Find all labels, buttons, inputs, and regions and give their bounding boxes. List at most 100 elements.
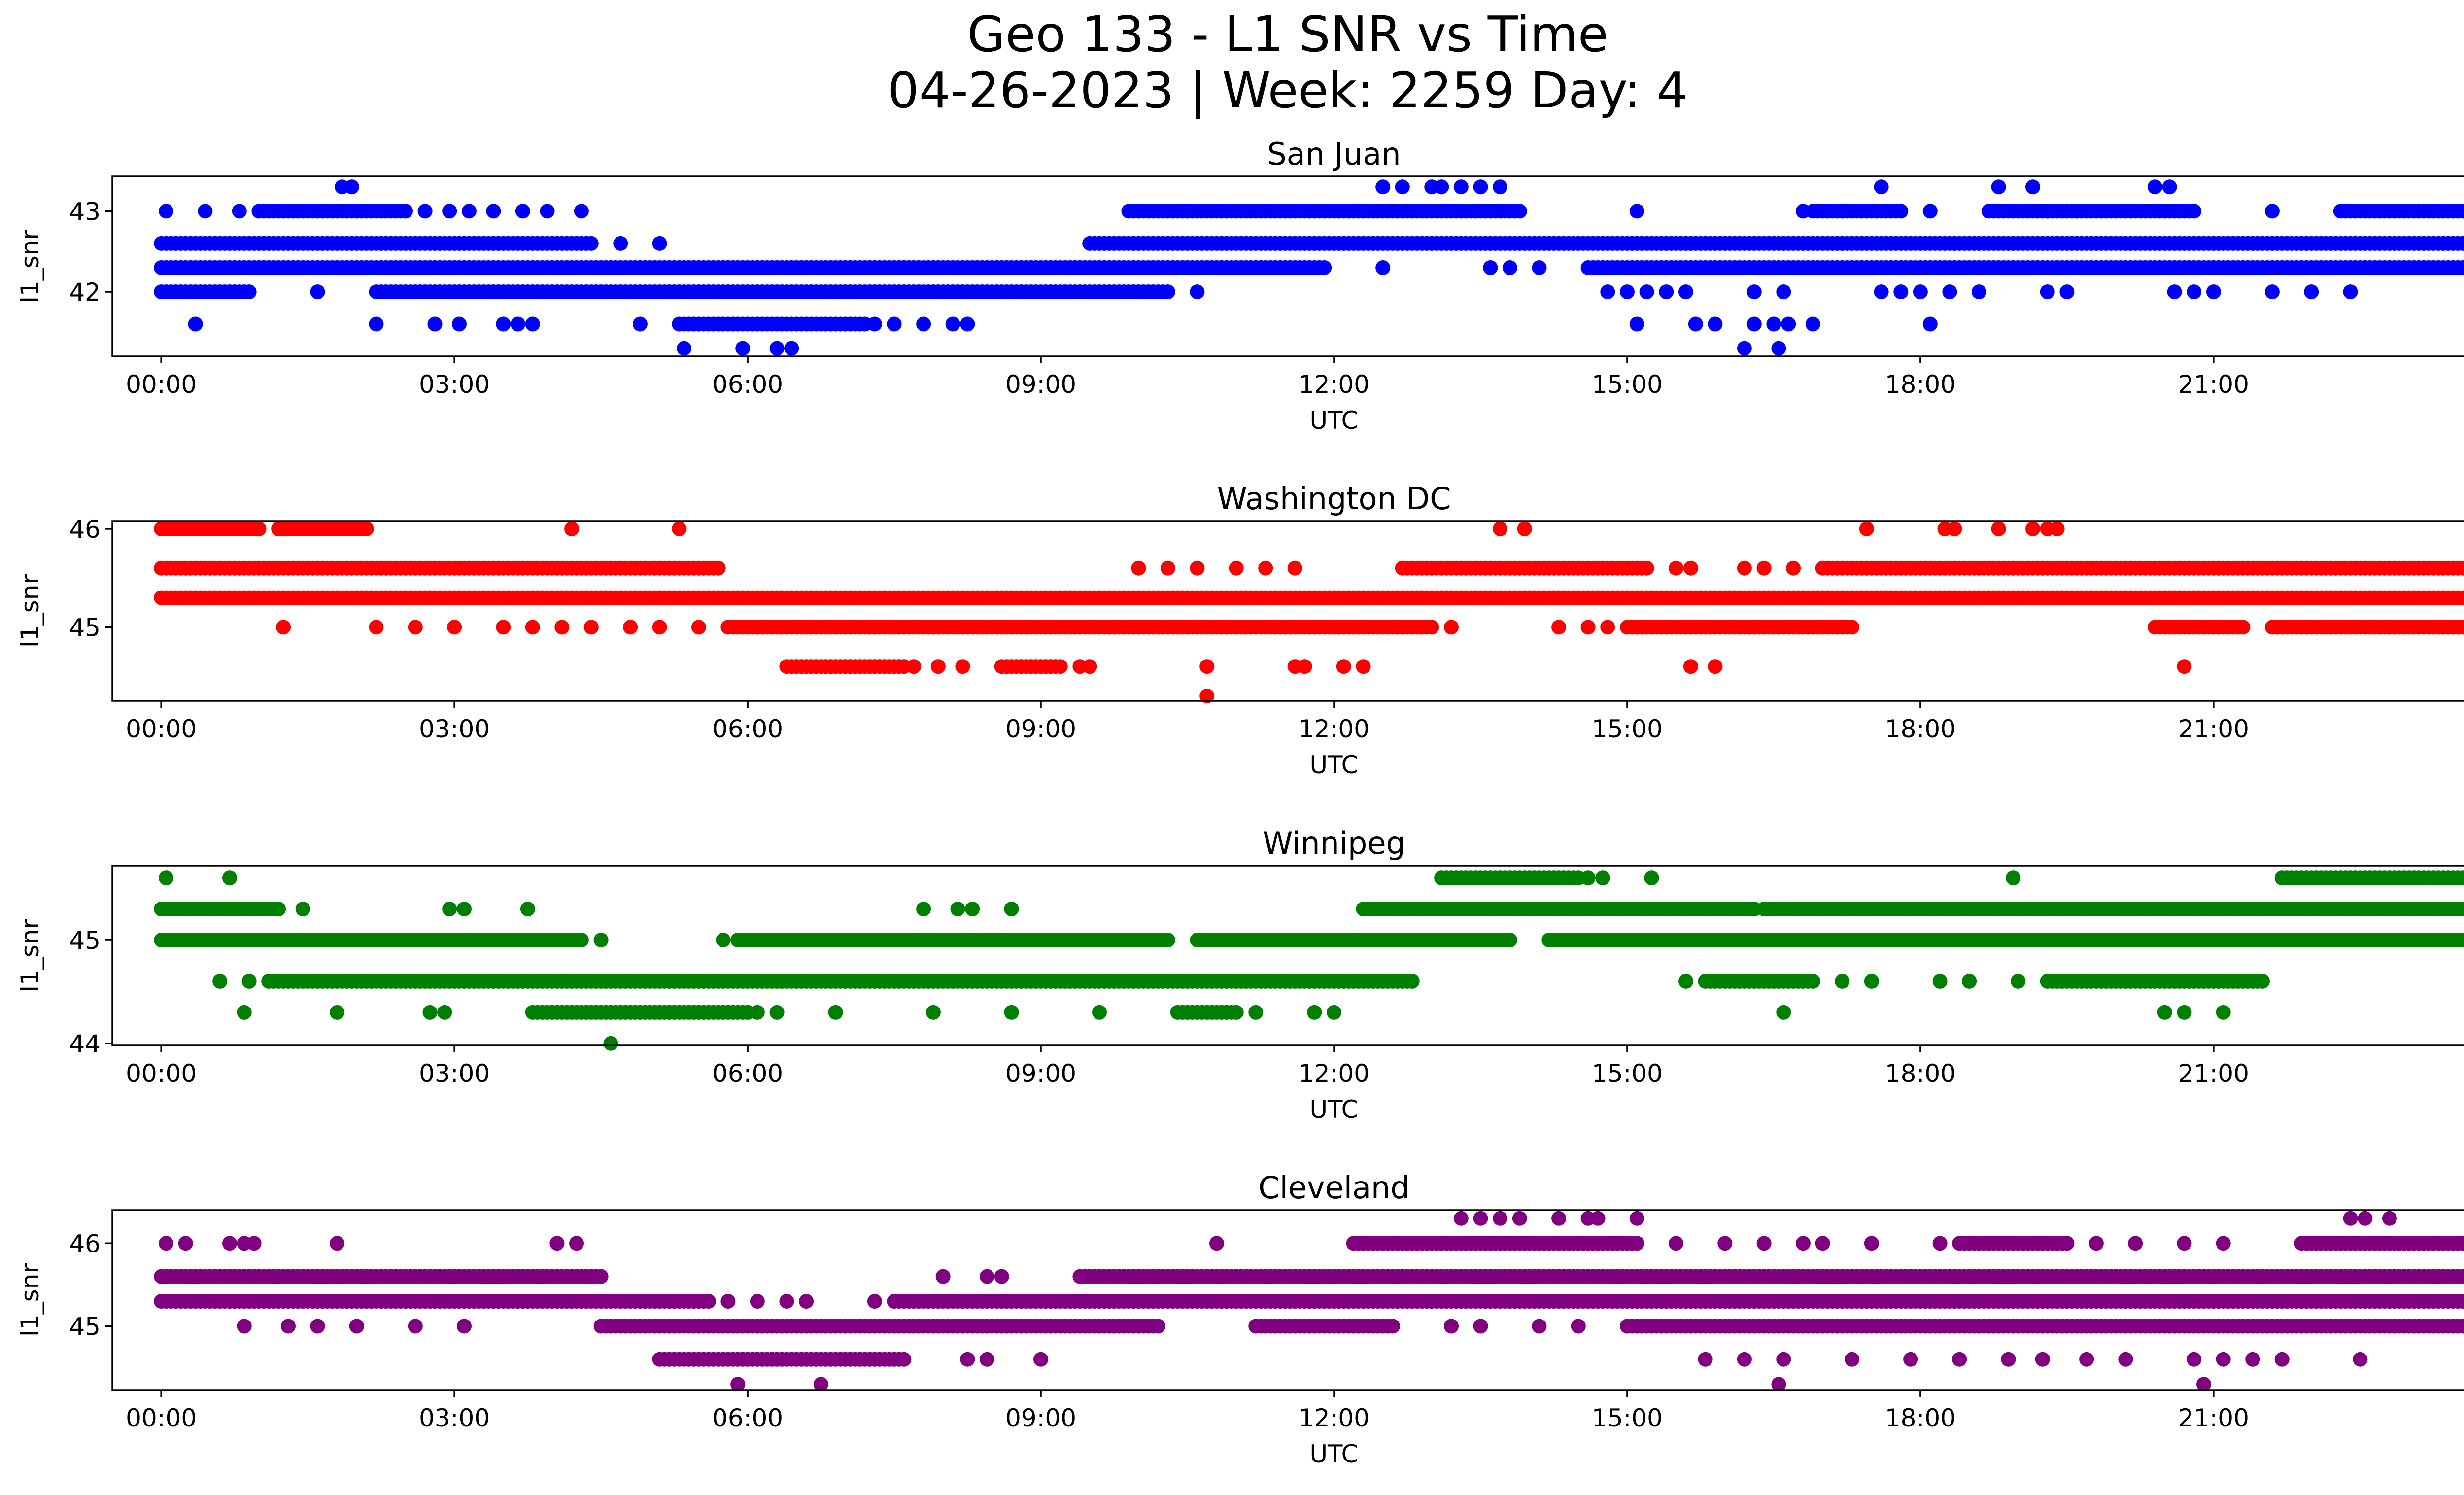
y-tick-label: 46 [69,515,101,544]
data-point [1317,260,1332,275]
data-point [447,620,462,635]
data-point [1004,1005,1019,1020]
data-point [486,204,501,219]
data-point [525,620,540,635]
data-point [422,1005,438,1020]
data-point [1551,620,1567,635]
data-point [711,560,726,576]
data-point [1053,659,1068,674]
x-tick-label: 09:00 [1005,715,1076,743]
data-point [1258,560,1273,576]
data-point [1737,341,1752,356]
data-point [2255,973,2270,989]
data-point [1766,316,1781,332]
data-point [1659,284,1674,300]
x-tick-label: 15:00 [1592,1059,1663,1088]
data-point [251,522,267,536]
data-point [2177,1005,2192,1020]
data-point [701,1294,716,1309]
data-point [1503,933,1517,947]
data-point [1781,316,1796,332]
data-point [1493,179,1508,195]
data-point [672,522,687,536]
data-point [1683,659,1698,674]
data-point [1580,620,1596,635]
data-point [511,316,525,332]
data-point [1503,260,1517,275]
data-point [442,204,457,219]
x-tick-label: 03:00 [419,370,490,399]
data-point [2006,870,2021,886]
data-point [583,236,599,251]
data-point [1688,316,1703,332]
data-point [1629,316,1644,332]
data-point [632,316,648,332]
data-point [222,870,237,886]
data-point [1580,870,1596,886]
data-point [1962,973,1977,989]
data-point [241,284,257,300]
data-point [2264,204,2280,219]
data-point [1629,204,1644,219]
data-point [1683,560,1698,576]
data-point [1639,560,1654,576]
data-point [1893,204,1909,219]
data-point [1434,179,1449,195]
data-point [1859,522,1874,536]
data-point [1483,260,1498,275]
data-point [461,204,477,219]
data-point [1600,620,1615,635]
data-point [950,902,965,917]
data-point [1942,284,1957,300]
data-point [867,316,882,332]
data-point [1746,284,1762,300]
x-tick-label: 06:00 [712,715,783,743]
data-point [574,933,589,947]
data-point [310,284,325,300]
x-tick-label: 21:00 [2178,370,2249,399]
data-point [1776,1005,1791,1020]
data-point [593,1269,609,1284]
y-tick-label: 43 [69,197,101,226]
data-point [1307,1005,1322,1020]
data-point [2187,284,2202,300]
data-point [295,902,310,917]
data-point [1620,284,1635,300]
data-point [1795,204,1811,219]
data-point [1248,1005,1264,1020]
data-point [330,1005,345,1020]
data-point [1287,560,1302,576]
figure-title-line-2: 04-26-2023 | Week: 2259 Day: 4 [888,62,1687,119]
data-point [2177,659,2192,674]
data-point [677,341,692,356]
data-point [1678,284,1693,300]
y-tick-label: 44 [69,1030,101,1058]
data-point [2460,237,2464,250]
data-point [457,902,472,917]
data-point [2167,284,2182,300]
data-point [359,522,374,536]
data-point [1922,316,1938,332]
data-point [1991,522,2006,536]
data-point [271,902,286,917]
data-point [583,620,599,635]
data-point [1835,973,1850,989]
data-point [496,620,511,635]
data-point [916,902,931,917]
data-point [2264,284,2280,300]
data-point [1297,659,1312,674]
x-tick-label: 18:00 [1885,1059,1956,1088]
data-point [452,316,467,332]
data-point [1771,341,1786,356]
data-point [1404,973,1420,989]
data-point [554,620,570,635]
data-point [2040,284,2055,300]
data-point [1512,204,1527,219]
subplot-title: Winnipeg [1263,825,1405,861]
subplot-title: San Juan [1267,136,1401,172]
data-point [750,1005,765,1020]
data-point [2216,1005,2231,1020]
data-point [442,902,457,917]
data-point [1160,933,1175,947]
data-point [2460,261,2464,274]
